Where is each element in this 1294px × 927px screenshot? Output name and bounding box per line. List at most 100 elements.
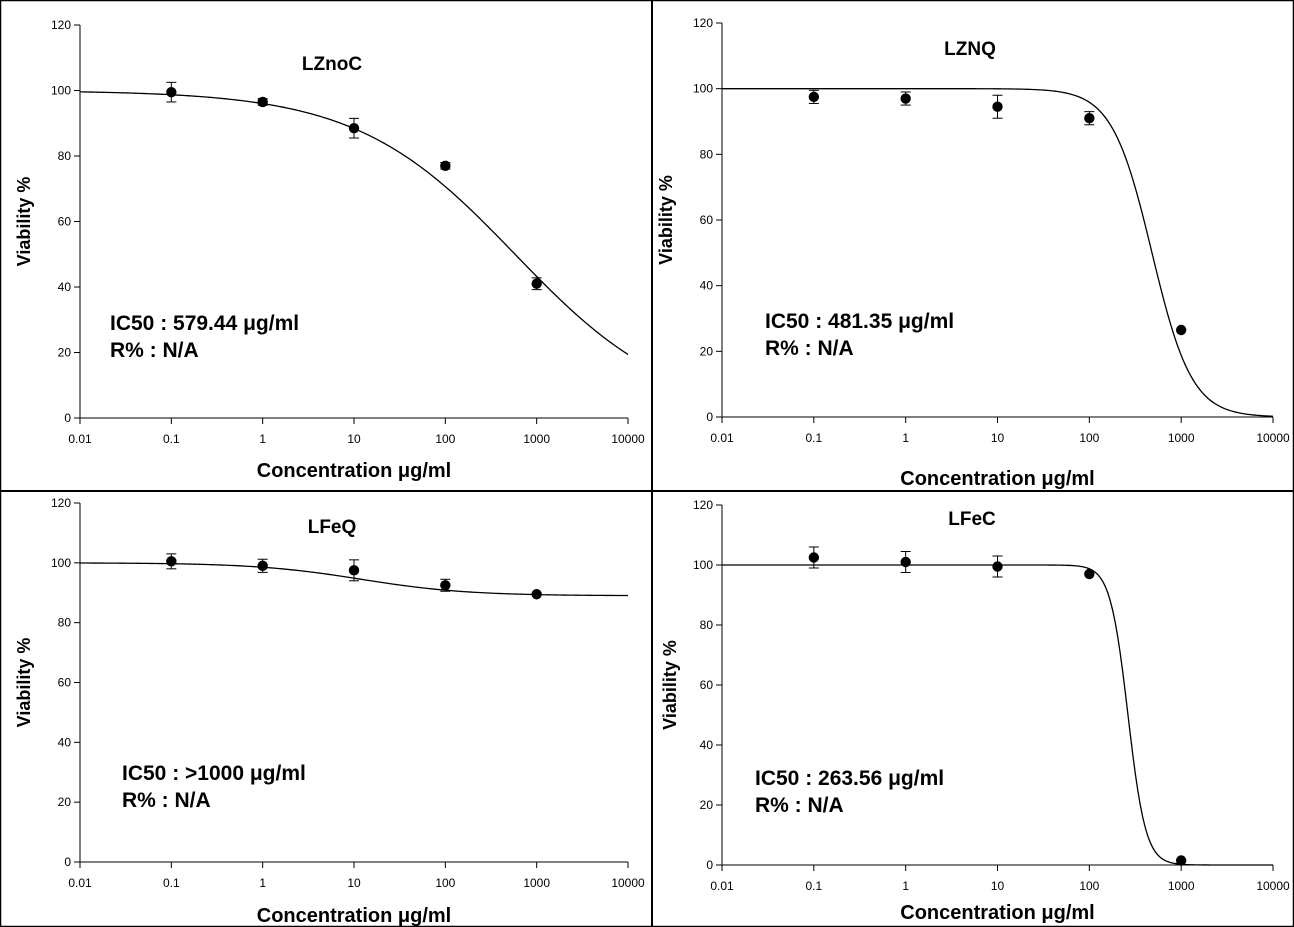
y-tick-label: 0 [706,858,713,872]
y-tick-label: 100 [51,84,71,98]
data-point [257,96,268,108]
r-annotation: R% : N/A [122,789,211,812]
x-axis-label: Concentration μg/ml [257,905,451,927]
x-axis-label: Concentration μg/ml [900,468,1094,490]
y-tick-label: 0 [706,410,713,424]
data-point [531,278,542,289]
y-tick-label: 20 [58,795,72,809]
y-tick-label: 0 [64,855,71,869]
data-point [440,160,451,172]
x-tick-label: 1000 [523,432,550,446]
y-axis-label: Viability % [14,638,34,728]
y-tick-label: 80 [700,618,714,632]
data-point [1084,113,1095,124]
x-axis-label: Concentration μg/ml [257,460,451,482]
y-tick-label: 100 [693,82,713,96]
y-axis-label: Viability % [660,640,680,730]
x-tick-label: 10000 [611,876,645,890]
y-tick-label: 120 [51,18,71,32]
x-tick-label: 1000 [523,876,550,890]
y-tick-label: 120 [693,498,713,512]
r-annotation: R% : N/A [755,794,844,817]
data-point [900,93,911,104]
chart-panel-lfec: 0 20 40 60 80 100 120 0.01 0.1 1 10 100 1000 10000 LFe… [660,498,1290,924]
x-tick-label: 1 [259,876,266,890]
chart-panel-lznoc: 0 20 40 60 80 100 120 0.01 0.1 1 10 100 1000 10000 LZn… [14,18,645,482]
y-tick-label: 0 [64,411,71,425]
data-point [1175,324,1187,336]
data-point [1084,568,1095,580]
x-tick-label: 1 [259,432,266,446]
y-tick-label: 60 [700,678,714,692]
y-tick-label: 100 [693,558,713,572]
x-tick-label: 0.01 [68,876,92,890]
ic50-annotation: IC50 : 579.44 μg/ml [110,312,299,335]
y-tick-label: 60 [58,676,72,690]
y-tick-label: 20 [700,344,714,358]
y-tick-label: 80 [58,149,72,163]
chart-title: LFeC [948,509,996,530]
chart-panel-lfeq: 0 20 40 60 80 100 120 0.01 0.1 1 10 100 1000 10000 LFe… [14,496,645,927]
x-axis-label: Concentration μg/ml [900,902,1094,924]
y-tick-label: 40 [700,279,714,293]
data-point [808,552,820,563]
data-point [531,589,542,600]
y-tick-label: 40 [58,735,72,749]
data-point [1175,855,1187,866]
data-point [348,122,360,134]
x-tick-label: 0.01 [710,431,734,445]
chart-panel-lznq: 0 20 40 60 80 100 120 0.01 0.1 1 10 100 1000 10000 LZN… [656,16,1290,490]
y-tick-label: 40 [700,738,714,752]
x-tick-label: 100 [435,876,455,890]
x-tick-label: 0.01 [68,432,92,446]
r-annotation: R% : N/A [110,339,199,362]
data-point [166,556,177,567]
x-tick-label: 1000 [1168,879,1195,893]
chart-title: LFeQ [308,517,357,538]
data-point [440,580,451,591]
y-tick-label: 40 [58,280,72,294]
chart-title: LZnoC [302,54,362,75]
x-tick-label: 10 [991,879,1005,893]
y-tick-label: 20 [58,346,72,360]
x-tick-label: 0.1 [163,876,180,890]
y-tick-label: 100 [51,556,71,570]
x-tick-label: 0.01 [710,879,734,893]
data-point [257,560,268,572]
r-annotation: R% : N/A [765,337,854,360]
x-tick-label: 0.1 [163,432,180,446]
ic50-annotation: IC50 : 481.35 μg/ml [765,310,954,333]
data-point [348,565,360,576]
x-tick-label: 10000 [611,432,645,446]
y-tick-label: 60 [700,213,714,227]
y-tick-label: 80 [700,147,714,161]
x-tick-label: 0.1 [805,879,822,893]
x-tick-label: 10 [347,432,361,446]
y-axis-label: Viability % [14,177,34,267]
y-axis-label: Viability % [656,175,676,265]
x-tick-label: 1 [902,879,909,893]
fit-curve [722,564,1273,866]
data-point [808,91,820,103]
x-tick-label: 100 [435,432,455,446]
data-point [166,86,177,98]
fit-curve [722,88,1274,417]
x-tick-label: 1 [902,431,909,445]
x-tick-label: 0.1 [805,431,822,445]
data-point [992,101,1003,112]
y-tick-label: 20 [700,798,714,812]
y-tick-label: 120 [51,496,71,510]
x-tick-label: 10 [991,431,1005,445]
y-tick-label: 60 [58,215,72,229]
ic50-annotation: IC50 : 263.56 μg/ml [755,767,944,790]
y-tick-label: 80 [58,616,72,630]
data-point [992,561,1003,572]
x-tick-label: 100 [1079,879,1099,893]
chart-title: LZNQ [944,39,996,60]
x-tick-label: 10 [347,876,361,890]
ic50-annotation: IC50 : >1000 μg/ml [122,762,306,785]
